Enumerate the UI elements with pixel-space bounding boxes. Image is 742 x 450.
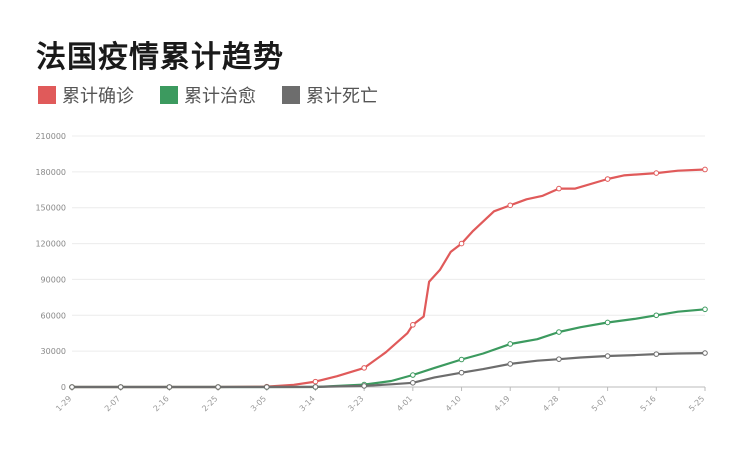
x-tick-label: 4-19	[492, 394, 511, 413]
y-tick-label: 90000	[41, 275, 66, 284]
legend-swatch-recovered	[160, 86, 178, 104]
data-point-deaths	[458, 369, 465, 376]
series-line-recovered	[72, 308, 706, 389]
data-point-confirmed	[556, 185, 562, 192]
x-tick-label: 1-29	[54, 394, 73, 413]
data-point-confirmed	[458, 240, 465, 247]
data-point-recovered	[653, 312, 660, 319]
series-line-confirmed	[72, 168, 706, 389]
data-point-deaths	[69, 384, 75, 390]
x-tick-label: 5-16	[639, 394, 658, 413]
data-point-deaths	[215, 384, 221, 390]
legend-item-confirmed: 累计确诊	[38, 82, 134, 108]
x-tick-label: 2-25	[200, 394, 219, 413]
y-tick-label: 0	[61, 383, 66, 392]
legend-label-deaths: 累计死亡	[306, 86, 378, 107]
x-tick-label: 2-07	[103, 394, 122, 413]
data-point-recovered	[410, 372, 416, 378]
data-point-deaths	[604, 353, 611, 359]
data-point-deaths	[653, 351, 660, 357]
data-point-confirmed	[312, 378, 319, 385]
data-point-recovered	[702, 306, 708, 313]
legend-swatch-deaths	[282, 86, 300, 104]
data-point-deaths	[556, 356, 562, 362]
data-point-deaths	[410, 380, 416, 386]
data-point-confirmed	[653, 170, 660, 176]
data-point-confirmed	[604, 176, 611, 182]
x-tick-label: 2-16	[152, 394, 171, 413]
legend-swatch-confirmed	[38, 86, 56, 104]
x-tick-label: 4-28	[541, 394, 560, 413]
y-tick-label: 210000	[35, 132, 66, 141]
data-point-confirmed	[361, 365, 367, 371]
data-point-recovered	[507, 341, 514, 347]
x-tick-label: 5-07	[590, 394, 609, 413]
x-tick-label: 5-25	[687, 394, 706, 413]
data-point-deaths	[166, 384, 173, 390]
chart-title: 法国疫情累计趋势	[36, 40, 284, 75]
x-tick-label: 3-23	[346, 394, 365, 413]
chart-legend: 累计确诊 累计治愈 累计死亡	[38, 82, 404, 108]
data-point-deaths	[507, 361, 514, 367]
legend-label-confirmed: 累计确诊	[62, 86, 134, 107]
data-point-deaths	[702, 350, 708, 356]
data-point-confirmed	[702, 166, 708, 173]
legend-label-recovered: 累计治愈	[184, 86, 256, 107]
series-line-deaths	[72, 352, 706, 389]
legend-item-recovered: 累计治愈	[160, 82, 256, 108]
x-tick-label: 3-05	[249, 394, 268, 413]
x-tick-label: 4-10	[444, 394, 463, 413]
y-tick-label: 120000	[35, 240, 66, 249]
data-point-confirmed	[507, 202, 514, 209]
x-tick-label: 3-14	[298, 394, 317, 413]
data-point-confirmed	[410, 322, 416, 328]
y-tick-label: 60000	[41, 311, 66, 320]
x-tick-label: 4-01	[395, 394, 414, 413]
legend-item-deaths: 累计死亡	[282, 82, 378, 108]
data-point-deaths	[263, 384, 270, 390]
data-point-deaths	[117, 384, 124, 390]
y-tick-label: 180000	[35, 168, 66, 177]
y-tick-label: 30000	[41, 347, 66, 356]
data-point-deaths	[361, 383, 367, 389]
data-point-recovered	[604, 319, 611, 326]
data-point-recovered	[458, 356, 465, 363]
y-tick-label: 150000	[35, 204, 66, 213]
data-point-deaths	[312, 384, 319, 390]
data-point-recovered	[556, 329, 562, 335]
